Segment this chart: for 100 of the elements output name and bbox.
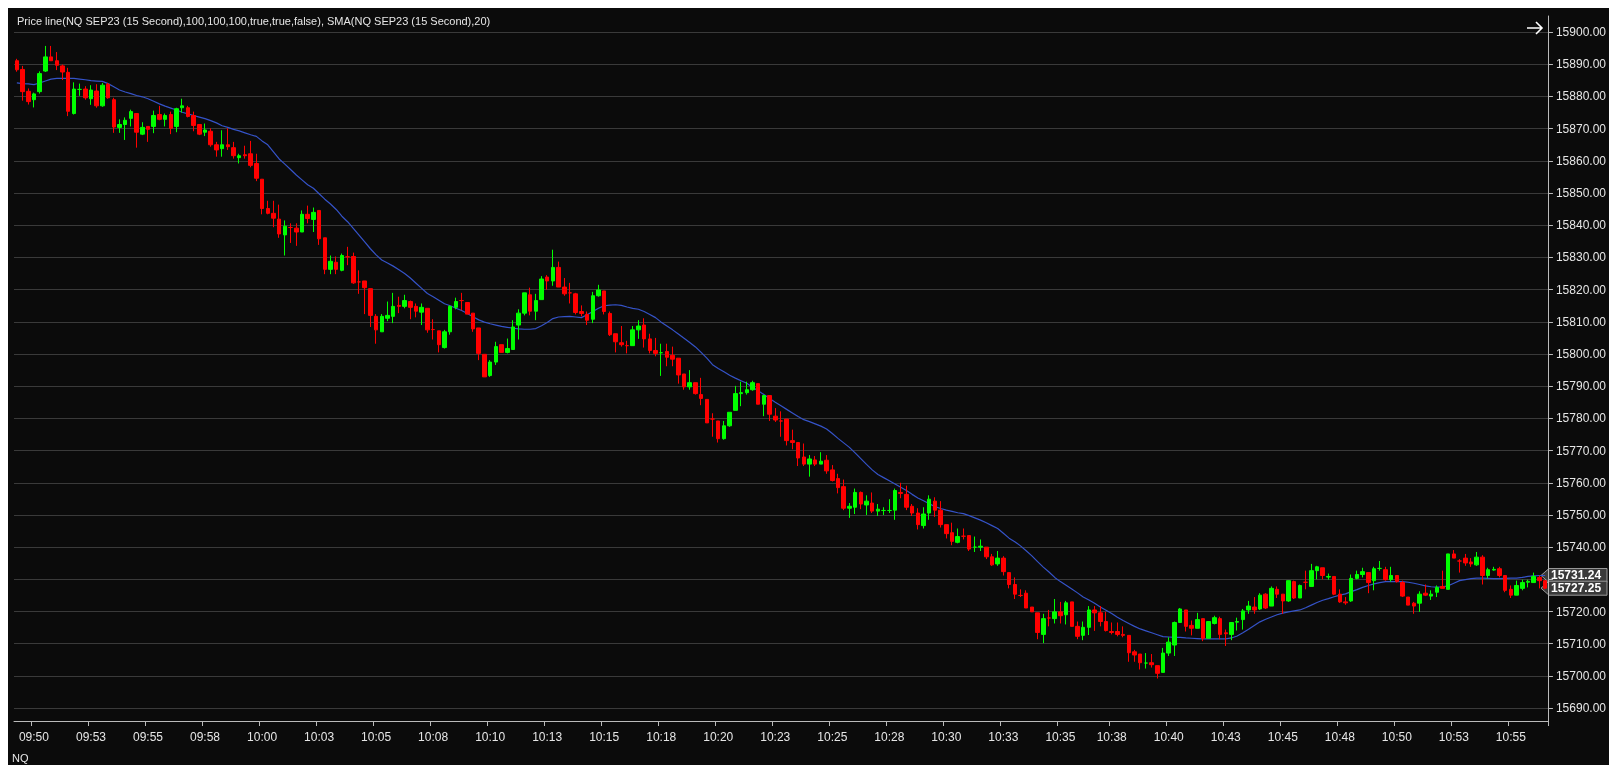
candlestick (226, 127, 230, 151)
candlestick (1155, 665, 1160, 680)
candlestick (1372, 566, 1376, 591)
candlestick (1218, 616, 1222, 640)
candlestick (494, 341, 498, 366)
y-tick-label: 15860.00 (1555, 153, 1607, 168)
candlestick (819, 451, 823, 465)
candlestick (37, 70, 42, 95)
y-tick-label: 15760.00 (1555, 475, 1607, 490)
x-tick-label: 10:15 (589, 730, 620, 744)
candlestick (1007, 572, 1011, 589)
candlestick (1389, 566, 1393, 583)
candlestick (220, 129, 224, 158)
x-tick-label: 10:25 (817, 730, 848, 744)
candlestick (687, 369, 692, 391)
candlestick (1258, 592, 1262, 611)
y-tick-label: 15770.00 (1555, 443, 1607, 458)
x-tick-label: 09:58 (190, 730, 221, 744)
candlestick (146, 125, 150, 143)
candlestick (94, 83, 99, 109)
candlestick (1149, 653, 1154, 669)
candlestick (83, 85, 88, 101)
candlestick (1081, 621, 1085, 641)
candlestick (317, 209, 321, 246)
candlestick (72, 81, 76, 116)
candlestick (419, 302, 424, 326)
text: NQ (12, 751, 29, 764)
candlestick (1087, 605, 1091, 636)
candlestick (100, 82, 105, 108)
candlestick (374, 313, 378, 345)
candlestick (1224, 629, 1228, 647)
candlestick (1201, 618, 1205, 642)
y-tick-label: 15750.00 (1555, 507, 1607, 522)
candlestick (328, 255, 333, 275)
candlestick (459, 292, 464, 311)
candlestick (1446, 553, 1450, 590)
candlestick (1320, 567, 1325, 580)
candlestick (1303, 570, 1308, 590)
candlestick (129, 109, 133, 127)
x-tick-label: 10:45 (1267, 730, 1299, 744)
x-tick-label: 10:03 (304, 730, 335, 744)
candlestick (807, 454, 812, 478)
candlestick (300, 209, 304, 233)
y-tick-label: 15840.00 (1555, 218, 1607, 233)
candlestick (978, 538, 983, 552)
candlestick (534, 293, 538, 321)
candlestick (1001, 555, 1006, 576)
candlestick (203, 123, 207, 137)
candlestick (1395, 574, 1399, 584)
candlestick (1281, 593, 1285, 615)
candlestick (134, 113, 139, 149)
x-tick-label: 10:33 (988, 730, 1019, 744)
y-tick-label: 15810.00 (1555, 314, 1607, 329)
candlestick (995, 550, 1000, 567)
candlestick (1298, 584, 1302, 599)
text: 15727.25 (1551, 581, 1602, 596)
chart-title: Price line(NQ SEP23 (15 Second),100,100,100,true,true,false), SMA(NQ SEP23 (15 Second),20) (17, 14, 491, 27)
x-tick-label: 10:55 (1495, 730, 1527, 744)
text: 15731.24 (1551, 568, 1602, 583)
candlestick (1452, 549, 1456, 559)
candlestick (1047, 609, 1051, 627)
y-tick-label: 15740.00 (1555, 540, 1607, 555)
candlestick (642, 317, 646, 349)
candlestick (1292, 580, 1296, 600)
x-tick-label: 10:05 (361, 730, 392, 744)
x-tick-label: 10:00 (247, 730, 278, 744)
y-tick-label: 15720.00 (1555, 604, 1607, 619)
y-tick-label: 15690.00 (1555, 701, 1607, 716)
y-tick-label: 15880.00 (1555, 89, 1607, 104)
candlestick (180, 98, 184, 114)
y-tick-label: 15850.00 (1555, 186, 1607, 201)
y-tick-label: 15890.00 (1555, 57, 1607, 72)
candlestick (1064, 600, 1068, 625)
candlestick (1429, 589, 1433, 601)
candlestick (1275, 585, 1279, 599)
candlestick (454, 297, 458, 310)
candlestick (1052, 598, 1057, 624)
candlestick (1269, 585, 1274, 607)
candlestick (802, 443, 806, 467)
x-tick-label: 10:30 (931, 730, 962, 744)
candlestick (1435, 584, 1439, 598)
candlestick (545, 274, 549, 291)
x-tick-label: 10:50 (1381, 730, 1413, 744)
y-tick-label: 15820.00 (1555, 282, 1607, 297)
candlestick (425, 307, 430, 334)
candlestick (1412, 601, 1416, 615)
y-tick-label: 15780.00 (1555, 411, 1607, 426)
candlestick (870, 491, 874, 514)
candlestick (157, 105, 162, 121)
x-tick-label: 10:28 (874, 730, 905, 744)
candlestick (585, 311, 589, 326)
candlestick (1480, 554, 1485, 586)
candlestick (619, 325, 624, 348)
candlestick (693, 382, 698, 396)
x-tick-label: 10:40 (1153, 730, 1185, 744)
candlestick (955, 527, 960, 544)
candlestick (539, 275, 544, 301)
candlestick (32, 92, 36, 108)
candlestick (864, 494, 869, 516)
candlestick (151, 110, 156, 134)
